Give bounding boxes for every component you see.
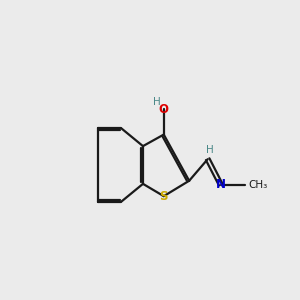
Text: H: H [206,146,213,155]
Text: O: O [159,103,169,116]
Text: N: N [216,178,226,191]
Text: S: S [160,190,168,203]
Text: CH₃: CH₃ [249,180,268,190]
Text: H: H [153,97,161,107]
